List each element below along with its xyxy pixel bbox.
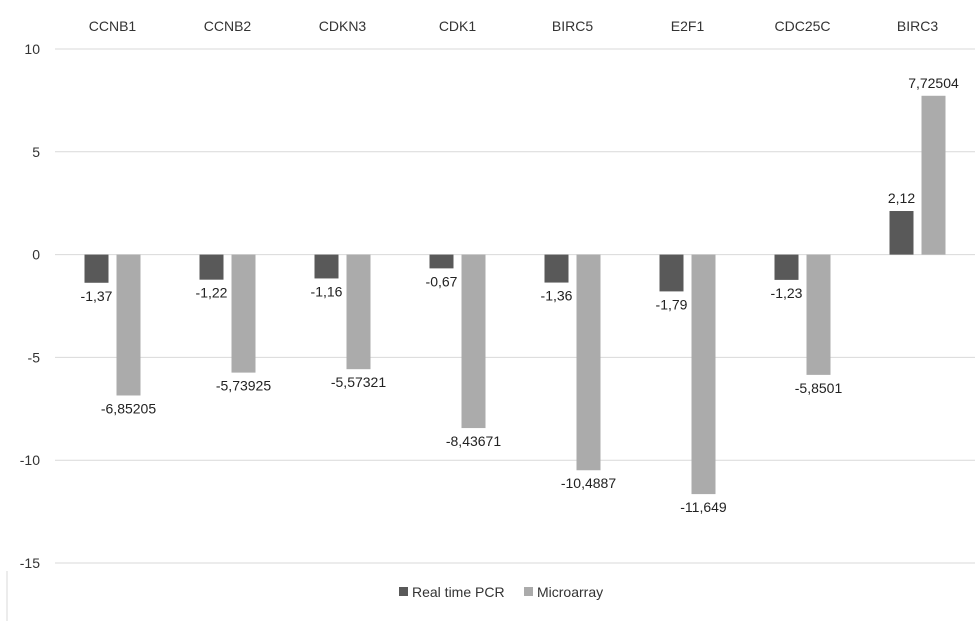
data-label: -5,73925: [216, 378, 271, 394]
data-label: 7,72504: [908, 75, 959, 91]
data-label: -0,67: [426, 273, 458, 289]
bar-microarray: [231, 254, 256, 373]
bar-real-time-pcr: [544, 254, 569, 283]
legend-swatch: [524, 587, 533, 596]
legend: Real time PCR Microarray: [399, 584, 603, 600]
bar-microarray: [806, 254, 831, 375]
legend-label: Microarray: [537, 584, 603, 600]
category-label: CDK1: [439, 18, 477, 34]
y-tick-label: 10: [24, 41, 40, 57]
bar-real-time-pcr: [199, 254, 224, 280]
data-label: -1,23: [771, 285, 803, 301]
data-labels: -1,37 -1,22 -1,16 -0,67 -1,36 -1,79 -1,23 2,12 -…: [81, 75, 959, 515]
category-label: E2F1: [671, 18, 705, 34]
data-label: -11,649: [680, 499, 727, 515]
category-labels: CCNB1 CCNB2 CDKN3 CDK1 BIRC5 E2F1 CDC25C BIRC3: [89, 18, 939, 34]
data-label: -5,8501: [795, 380, 843, 396]
data-label: -1,79: [656, 296, 688, 312]
y-tick-label: -15: [20, 555, 40, 571]
category-label: BIRC5: [552, 18, 593, 34]
bar-microarray: [576, 254, 601, 471]
bar-real-time-pcr: [429, 254, 454, 269]
data-label: 2,12: [888, 190, 915, 206]
data-label: -5,57321: [331, 374, 386, 390]
bar-real-time-pcr: [774, 254, 799, 280]
bars: [84, 95, 946, 495]
category-label: CCNB2: [204, 18, 252, 34]
category-label: CDC25C: [774, 18, 830, 34]
category-label: CDKN3: [319, 18, 367, 34]
data-label: -1,16: [311, 283, 343, 299]
data-label: -1,37: [81, 288, 113, 304]
bar-microarray: [461, 254, 486, 429]
bar-microarray: [691, 254, 716, 495]
bar-real-time-pcr: [659, 254, 684, 292]
bar-microarray: [346, 254, 371, 370]
y-tick-label: -5: [28, 349, 41, 365]
bar-microarray: [921, 95, 946, 255]
bar-real-time-pcr: [889, 211, 914, 255]
category-label: CCNB1: [89, 18, 137, 34]
data-label: -8,43671: [446, 433, 501, 449]
category-label: BIRC3: [897, 18, 938, 34]
bar-real-time-pcr: [84, 254, 109, 283]
legend-label: Real time PCR: [412, 584, 505, 600]
y-tick-label: -10: [20, 452, 40, 468]
data-label: -6,85205: [101, 400, 156, 416]
bar-real-time-pcr: [314, 254, 339, 279]
legend-swatch: [399, 587, 408, 596]
bar-microarray: [116, 254, 141, 396]
y-axis-tick-labels: 10 5 0 -5 -10 -15: [20, 41, 40, 571]
data-label: -10,4887: [561, 475, 616, 491]
data-label: -1,36: [541, 288, 573, 304]
y-tick-label: 5: [32, 144, 40, 160]
data-label: -1,22: [196, 285, 228, 301]
y-tick-label: 0: [32, 247, 40, 263]
